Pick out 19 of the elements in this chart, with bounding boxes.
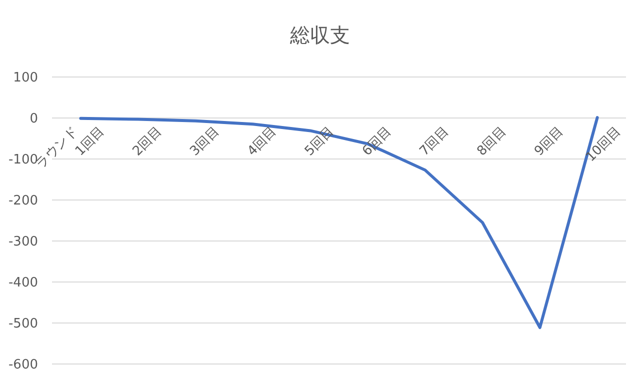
y-tick-label: -500 (8, 316, 38, 332)
y-tick-label: -600 (8, 358, 38, 373)
y-tick-label: 100 (13, 70, 38, 86)
x-tick-label: 5回目 (302, 124, 338, 160)
x-tick-label: 4回目 (244, 124, 280, 160)
y-tick-label: -200 (8, 194, 38, 209)
x-tick-label: 6回目 (360, 124, 395, 160)
x-tick-label: 9回目 (532, 124, 567, 160)
x-tick-label: 1回目 (72, 124, 108, 160)
y-tick-label: -400 (8, 276, 38, 291)
y-tick-label: -300 (8, 234, 38, 250)
x-tick-label: 3回目 (187, 124, 222, 160)
x-tick-label: 8回目 (474, 124, 510, 160)
y-tick-label: 0 (30, 112, 38, 127)
x-tick-label: 2回目 (130, 124, 165, 160)
chart-title: 総収支 (289, 23, 350, 47)
x-tick-label: 7回目 (417, 124, 452, 160)
y-tick-label: -100 (8, 152, 38, 168)
x-tick-label: 10回目 (583, 124, 624, 165)
